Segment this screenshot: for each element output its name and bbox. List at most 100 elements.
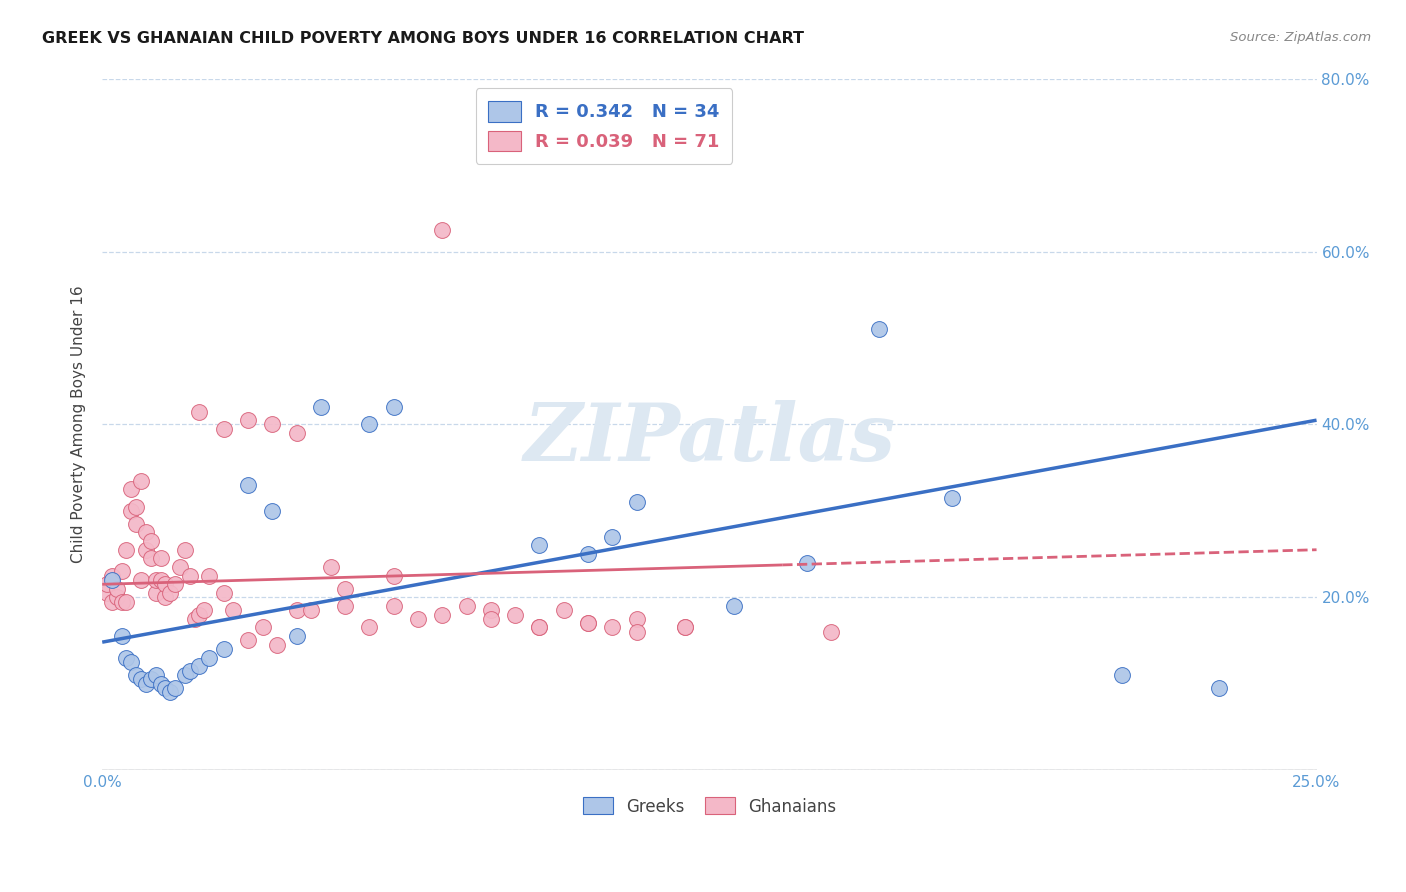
Point: [145, 668, 167, 682]
Point: [165, 681, 187, 695]
Point: [101, 594, 124, 608]
Text: GREEK VS GHANAIAN CHILD POVERTY AMONG BOYS UNDER 16 CORRELATION CHART: GREEK VS GHANAIAN CHILD POVERTY AMONG BO…: [42, 31, 804, 46]
Point: [135, 542, 157, 557]
Point: [101, 573, 124, 587]
Point: [212, 642, 235, 657]
Point: [198, 650, 221, 665]
Point: [236, 478, 259, 492]
Point: [125, 516, 148, 531]
Point: [626, 495, 648, 509]
Point: [149, 573, 172, 587]
Point: [553, 603, 575, 617]
Point: [165, 577, 187, 591]
Point: [159, 586, 181, 600]
Point: [115, 542, 138, 557]
Legend: Greeks, Ghanaians: Greeks, Ghanaians: [575, 789, 844, 824]
Point: [105, 582, 128, 596]
Point: [193, 603, 215, 617]
Point: [120, 483, 142, 497]
Point: [129, 573, 152, 587]
Point: [139, 551, 162, 566]
Point: [159, 685, 181, 699]
Point: [115, 650, 138, 665]
Point: [456, 599, 478, 613]
Point: [600, 530, 623, 544]
Point: [96, 577, 118, 591]
Point: [236, 413, 259, 427]
Point: [179, 568, 201, 582]
Point: [135, 676, 157, 690]
Point: [139, 673, 162, 687]
Point: [115, 594, 138, 608]
Point: [125, 500, 148, 514]
Point: [169, 560, 191, 574]
Point: [145, 586, 167, 600]
Point: [262, 504, 284, 518]
Point: [155, 681, 177, 695]
Point: [319, 560, 342, 574]
Point: [626, 624, 648, 639]
Point: [111, 565, 134, 579]
Point: [285, 603, 308, 617]
Point: [382, 599, 405, 613]
Point: [432, 607, 454, 622]
Point: [111, 594, 134, 608]
Point: [155, 577, 177, 591]
Point: [135, 525, 157, 540]
Point: [120, 504, 142, 518]
Point: [868, 322, 890, 336]
Point: [941, 491, 963, 505]
Point: [529, 538, 551, 552]
Point: [125, 668, 148, 682]
Point: [111, 629, 134, 643]
Point: [212, 422, 235, 436]
Point: [309, 401, 332, 415]
Point: [149, 551, 172, 566]
Point: [173, 668, 195, 682]
Point: [266, 638, 288, 652]
Point: [796, 556, 818, 570]
Point: [173, 542, 195, 557]
Point: [120, 655, 142, 669]
Point: [673, 620, 696, 634]
Point: [129, 673, 152, 687]
Text: Source: ZipAtlas.com: Source: ZipAtlas.com: [1230, 31, 1371, 45]
Point: [96, 586, 118, 600]
Point: [432, 223, 454, 237]
Point: [406, 612, 429, 626]
Y-axis label: Child Poverty Among Boys Under 16: Child Poverty Among Boys Under 16: [72, 285, 86, 564]
Point: [479, 603, 502, 617]
Point: [359, 620, 381, 634]
Point: [299, 603, 322, 617]
Point: [262, 417, 284, 432]
Point: [479, 612, 502, 626]
Point: [359, 417, 381, 432]
Point: [333, 599, 356, 613]
Point: [188, 404, 211, 418]
Point: [503, 607, 526, 622]
Point: [529, 620, 551, 634]
Point: [155, 591, 177, 605]
Point: [236, 633, 259, 648]
Text: ZIPatlas: ZIPatlas: [523, 400, 896, 477]
Point: [723, 599, 745, 613]
Point: [198, 568, 221, 582]
Point: [179, 664, 201, 678]
Point: [576, 547, 599, 561]
Point: [105, 591, 128, 605]
Point: [188, 607, 211, 622]
Point: [626, 612, 648, 626]
Point: [382, 568, 405, 582]
Point: [139, 534, 162, 549]
Point: [333, 582, 356, 596]
Point: [188, 659, 211, 673]
Point: [600, 620, 623, 634]
Point: [673, 620, 696, 634]
Point: [1208, 681, 1230, 695]
Point: [145, 573, 167, 587]
Point: [129, 474, 152, 488]
Point: [576, 616, 599, 631]
Point: [222, 603, 245, 617]
Point: [576, 616, 599, 631]
Point: [285, 629, 308, 643]
